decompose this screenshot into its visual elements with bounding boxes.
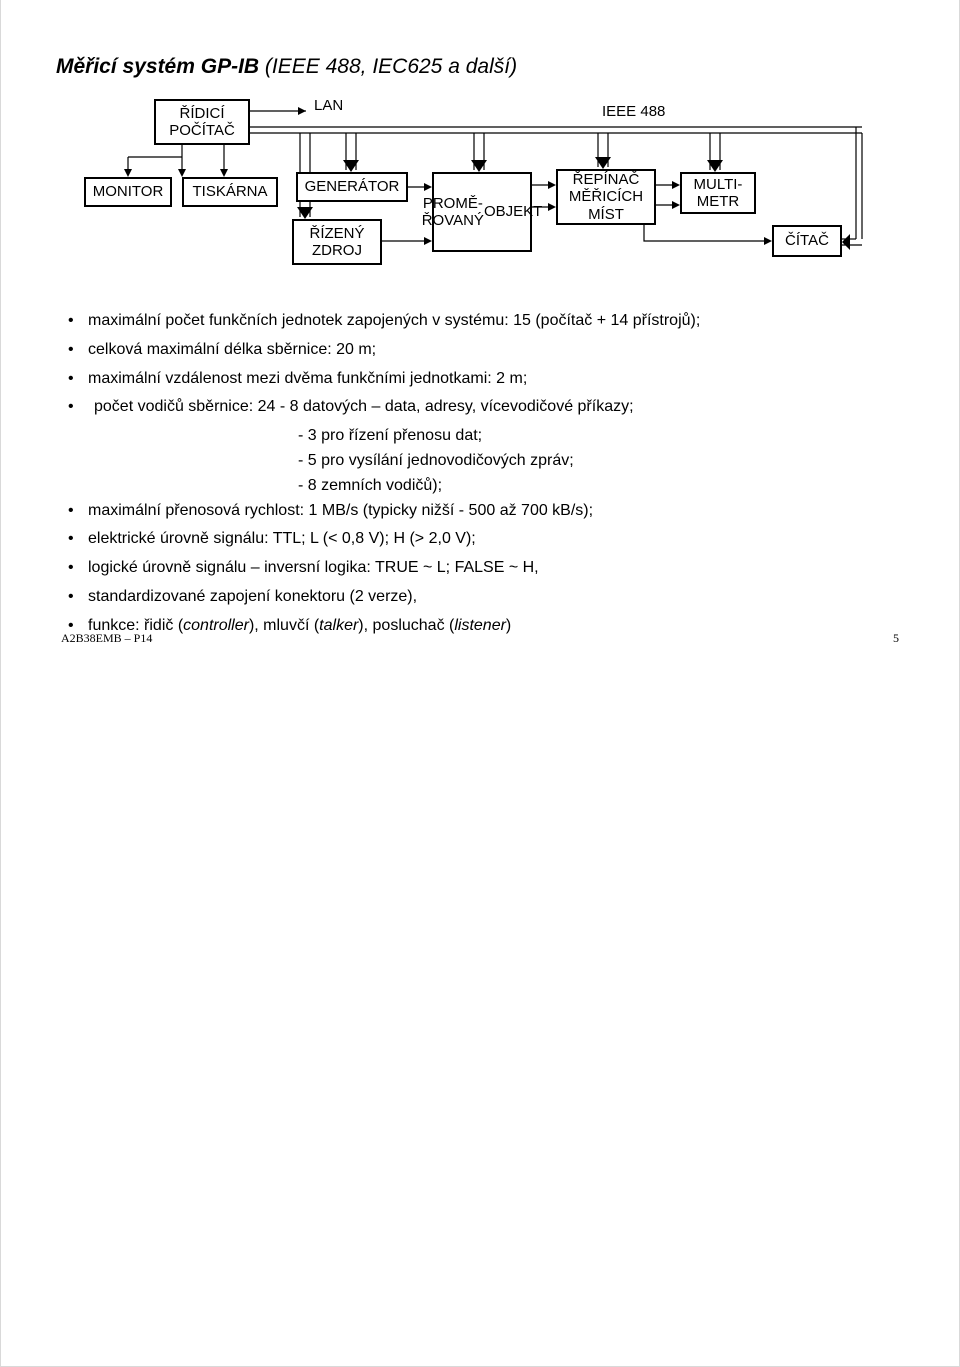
sub-line: - 3 pro řízení přenosu dat; bbox=[298, 424, 904, 449]
block-diagram: LAN IEEE 488 ŘÍDICÍPOČÍTAČ MONITOR TISKÁ… bbox=[84, 99, 884, 289]
content-area: Měřicí systém GP-IB (IEEE 488, IEC625 a … bbox=[1, 0, 959, 639]
sub-line: - 5 pro vysílání jednovodičových zpráv; bbox=[298, 449, 904, 474]
list-item: logické úrovně signálu – inversní logika… bbox=[60, 556, 904, 581]
list-item: celková maximální délka sběrnice: 20 m; bbox=[60, 338, 904, 363]
lan-label: LAN bbox=[314, 97, 343, 114]
node-generator: GENERÁTOR bbox=[296, 172, 408, 202]
page-number: 5 bbox=[893, 631, 899, 646]
em-controller: controller bbox=[183, 617, 249, 634]
em-listener: listener bbox=[454, 617, 506, 634]
footer-code: A2B38EMB – P14 bbox=[61, 631, 152, 646]
list-item: maximální počet funkčních jednotek zapoj… bbox=[60, 309, 904, 334]
list-item: maximální vzdálenost mezi dvěma funkčním… bbox=[60, 367, 904, 392]
page-title: Měřicí systém GP-IB (IEEE 488, IEC625 a … bbox=[56, 55, 904, 79]
list-item: počet vodičů sběrnice: 24 - 8 datových –… bbox=[60, 395, 904, 420]
txt: ), mluvčí ( bbox=[249, 617, 319, 634]
txt: ), posluchač ( bbox=[358, 617, 454, 634]
node-multi: MULTI-METR bbox=[680, 172, 756, 214]
node-tiskarna: TISKÁRNA bbox=[182, 177, 278, 207]
node-promen: PROMĚ-ŘOVANÝOBJEKT bbox=[432, 172, 532, 252]
list-item: elektrické úrovně signálu: TTL; L (< 0,8… bbox=[60, 527, 904, 552]
node-repinac: ŘEPÍNAČMĚŘICÍCHMÍST bbox=[556, 169, 656, 225]
bus-label: IEEE 488 bbox=[602, 103, 665, 120]
node-citac: ČÍTAČ bbox=[772, 225, 842, 257]
list-item-funkce: funkce: řidič (controller), mluvčí (talk… bbox=[60, 614, 904, 639]
document-page: Měřicí systém GP-IB (IEEE 488, IEC625 a … bbox=[0, 0, 960, 1367]
list-item: maximální přenosová rychlost: 1 MB/s (ty… bbox=[60, 499, 904, 524]
bullet-list-2: maximální přenosová rychlost: 1 MB/s (ty… bbox=[60, 499, 904, 639]
node-monitor: MONITOR bbox=[84, 177, 172, 207]
node-ridici: ŘÍDICÍPOČÍTAČ bbox=[154, 99, 250, 145]
list-item: standardizované zapojení konektoru (2 ve… bbox=[60, 585, 904, 610]
bullet-list: maximální počet funkčních jednotek zapoj… bbox=[60, 309, 904, 420]
title-strong: Měřicí systém GP-IB bbox=[56, 55, 259, 78]
txt: ) bbox=[506, 617, 511, 634]
node-rizeny: ŘÍZENÝZDROJ bbox=[292, 219, 382, 265]
title-rest: (IEEE 488, IEC625 a další) bbox=[259, 55, 517, 78]
sub-line: - 8 zemních vodičů); bbox=[298, 474, 904, 499]
em-talker: talker bbox=[319, 617, 358, 634]
